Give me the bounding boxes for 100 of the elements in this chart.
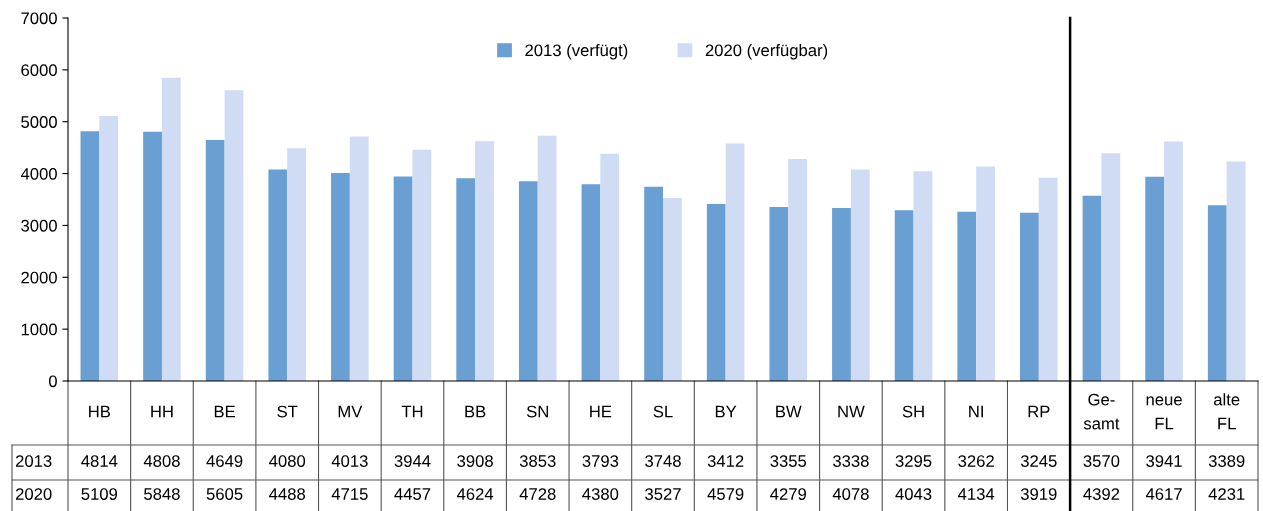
bar [769,207,789,381]
data-label: 4380 [582,488,619,500]
data-label: 4579 [707,488,744,500]
bar [268,169,288,381]
bar [1020,212,1039,381]
bar [1226,161,1246,381]
x-tick-label: HB [89,405,111,418]
bar [1082,195,1102,381]
data-label: 4814 [81,455,118,467]
data-label: 3748 [645,455,681,467]
bar [644,186,663,381]
bar [161,77,181,381]
bar [706,204,726,381]
bar [600,153,620,381]
x-tick-label: Ge- samt [1083,393,1120,430]
x-tick-label: BW [776,405,802,418]
data-label: 3919 [1020,488,1057,500]
data-label: 4457 [394,488,431,500]
data-label: 3262 [958,455,994,467]
y-tick-label: 2000 [21,271,57,284]
data-label: 3853 [519,455,556,467]
data-label: 3295 [895,455,932,467]
x-tick-label: BB [465,405,486,418]
bar [456,178,476,381]
data-label: 4043 [895,488,932,500]
x-tick-label: HH [151,405,173,418]
x-tick-label: SN [526,405,548,418]
y-tick-label: 3000 [21,219,57,232]
bar [205,139,225,381]
x-tick-label: MV [338,405,363,418]
x-tick-label: neue FL [1146,396,1182,430]
data-label: 4078 [832,488,869,500]
data-label: 4728 [519,488,556,500]
bar [1164,141,1183,381]
data-label: 4624 [456,488,494,500]
data-label: 4617 [1145,488,1182,500]
x-tick-label: NW [838,405,865,418]
x-tick-label: HE [590,405,612,418]
bar [537,135,557,381]
legend-label: 2013 (verfügt) [525,43,628,60]
x-tick-label: ST [277,405,298,418]
bar [832,207,851,381]
bar [349,136,369,381]
bar [581,184,601,381]
data-label: 3355 [770,455,807,467]
data-label: 3245 [1020,455,1057,467]
bar [393,176,413,381]
bar [1101,153,1121,381]
data-label: 4488 [269,488,306,500]
y-tick-label: 1000 [21,323,57,336]
bar [788,159,808,381]
bar [894,210,914,381]
bar [331,172,350,381]
bar [80,131,100,381]
data-label: 4279 [770,488,807,500]
bar [913,171,933,381]
data-label: 4231 [1208,488,1245,500]
y-tick-label: 0 [48,375,57,388]
data-label: 3570 [1083,455,1120,467]
bar [143,131,162,381]
legend-label: 2020 (verfügbar) [705,43,828,60]
text: 2013 [15,455,52,467]
y-tick-label: 6000 [21,64,57,77]
data-label: 4392 [1083,488,1120,500]
bar [1207,205,1227,381]
data-label: 3338 [832,455,869,467]
bar [957,211,977,381]
bar [99,116,119,381]
data-label: 5848 [144,488,180,500]
bar [224,90,244,381]
data-label: 3908 [457,455,493,467]
x-tick-label: alte FL [1213,393,1240,430]
bar [1145,176,1165,381]
bar [976,166,995,381]
data-label: 4649 [206,455,243,467]
bar [287,148,306,381]
data-label: 3412 [707,455,744,467]
bar [725,143,745,381]
data-label: 3527 [645,488,681,500]
bar [518,181,538,381]
y-tick-label: 7000 [21,12,57,25]
y-tick-label: 4000 [20,167,57,180]
bar [412,149,432,381]
y-tick-label: 5000 [21,116,57,128]
data-label: 3941 [1146,455,1182,467]
x-tick-label: BY [715,405,737,418]
data-label: 4013 [331,455,368,467]
data-label: 5605 [206,488,243,500]
x-tick-label: TH [401,405,423,418]
bar [1038,177,1058,381]
bar [663,198,682,381]
bar [850,169,870,381]
data-label: 5109 [81,488,118,500]
data-label: 4080 [269,455,306,467]
data-label: 4134 [958,488,995,500]
x-tick-label: SH [902,405,924,418]
data-label: 4808 [143,455,180,467]
x-tick-label: RP [1028,405,1050,418]
data-label: 4715 [331,488,368,500]
text: 2020 [15,488,52,500]
